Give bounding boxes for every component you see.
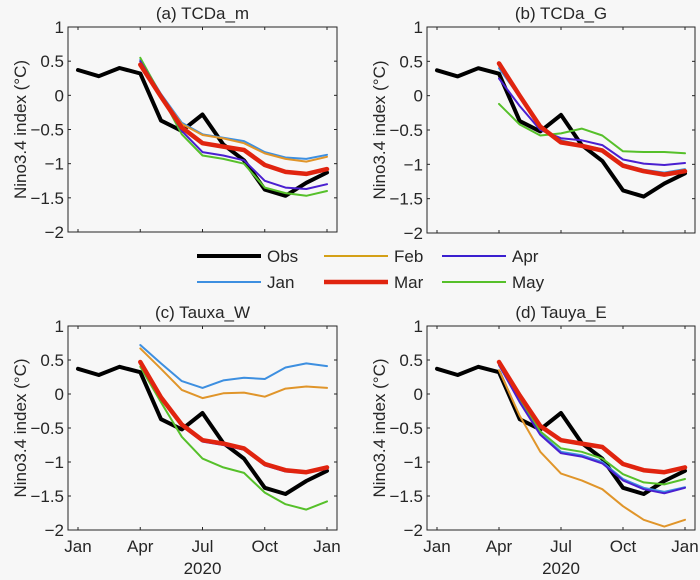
plot-area bbox=[67, 325, 338, 531]
y-tick-label: 0.5 bbox=[40, 52, 64, 71]
y-axis-label: Nino3.4 index (°C) bbox=[11, 60, 30, 199]
x-tick-label: Jul bbox=[550, 537, 572, 556]
series-line-may bbox=[498, 362, 686, 486]
x-tick-label: Oct bbox=[252, 537, 279, 556]
y-tick-label: 0 bbox=[414, 385, 423, 404]
x-axis-label: 2020 bbox=[542, 559, 580, 578]
y-tick-label: 0.5 bbox=[399, 52, 423, 71]
series-group bbox=[76, 56, 330, 198]
legend-label-obs: Obs bbox=[267, 247, 298, 266]
series-line-mar bbox=[138, 359, 330, 475]
x-tick-label: Jan bbox=[64, 537, 91, 556]
y-tick-label: −1.5 bbox=[30, 487, 64, 506]
x-tick-label: Jan bbox=[423, 537, 450, 556]
y-tick-label: 0.5 bbox=[40, 351, 64, 370]
series-line-obs bbox=[435, 66, 687, 199]
x-tick-label: Jan bbox=[671, 537, 698, 556]
series-line-obs bbox=[76, 364, 329, 496]
series-line-feb bbox=[139, 347, 328, 400]
legend-label-jan: Jan bbox=[267, 273, 294, 292]
y-tick-label: −1.5 bbox=[389, 190, 423, 209]
y-tick-label: −0.5 bbox=[30, 419, 64, 438]
y-tick-label: −2 bbox=[404, 224, 423, 243]
legend-label-feb: Feb bbox=[394, 247, 423, 266]
plot-area bbox=[426, 325, 696, 531]
y-tick-label: −2 bbox=[45, 223, 64, 242]
x-tick-label: Oct bbox=[610, 537, 637, 556]
y-tick-label: 0 bbox=[414, 87, 423, 106]
y-tick-label: 1 bbox=[55, 18, 64, 37]
y-tick-label: 0 bbox=[55, 86, 64, 105]
y-tick-label: −1 bbox=[404, 453, 423, 472]
legend-label-may: May bbox=[512, 273, 545, 292]
series-line-apr bbox=[498, 77, 686, 166]
series-line-apr bbox=[498, 363, 686, 495]
legend-label-apr: Apr bbox=[512, 247, 539, 266]
chart-title: (a) TCDa_m bbox=[156, 4, 249, 23]
series-line-may bbox=[498, 102, 686, 155]
series-line-mar bbox=[496, 359, 688, 475]
series-line-obs bbox=[435, 364, 687, 496]
y-tick-label: −1.5 bbox=[389, 487, 423, 506]
series-line-obs bbox=[76, 66, 329, 198]
x-tick-label: Apr bbox=[127, 537, 154, 556]
panel-b: (b) TCDa_G 1 0.5 0 −0.5 −1 −1.5 −2 Nino3.4 index… bbox=[370, 4, 696, 243]
y-tick-label: 0 bbox=[55, 385, 64, 404]
y-axis-label: Nino3.4 index (°C) bbox=[11, 358, 30, 497]
x-tick-label: Jul bbox=[192, 537, 214, 556]
chart-title: (b) TCDa_G bbox=[515, 4, 607, 23]
y-tick-label: −0.5 bbox=[389, 419, 423, 438]
series-group bbox=[435, 61, 688, 199]
series-line-mar bbox=[138, 62, 330, 177]
y-tick-label: −1 bbox=[45, 453, 64, 472]
y-tick-label: 1 bbox=[55, 317, 64, 336]
x-axis-label: 2020 bbox=[184, 559, 222, 578]
y-tick-label: −2 bbox=[404, 521, 423, 540]
y-axis-label: Nino3.4 index (°C) bbox=[370, 60, 389, 199]
plot-area bbox=[67, 26, 338, 233]
plot-area bbox=[426, 26, 696, 234]
y-axis-label: Nino3.4 index (°C) bbox=[370, 358, 389, 497]
series-line-mar bbox=[496, 61, 688, 177]
series-line-jan bbox=[139, 344, 328, 389]
y-tick-label: −1 bbox=[45, 155, 64, 174]
legend-label-mar: Mar bbox=[394, 273, 424, 292]
series-line-feb bbox=[498, 369, 686, 528]
y-tick-label: −0.5 bbox=[389, 121, 423, 140]
y-tick-label: 1 bbox=[414, 18, 423, 37]
y-tick-label: −2 bbox=[45, 521, 64, 540]
chart-title: (c) Tauxa_W bbox=[155, 303, 250, 322]
x-tick-label: Jan bbox=[313, 537, 340, 556]
y-tick-label: −0.5 bbox=[30, 121, 64, 140]
chart-title: (d) Tauya_E bbox=[515, 303, 606, 322]
y-tick-label: 1 bbox=[414, 317, 423, 336]
series-group bbox=[435, 359, 688, 528]
y-tick-label: 0.5 bbox=[399, 351, 423, 370]
y-tick-label: −1.5 bbox=[30, 189, 64, 208]
panel-a: (a) TCDa_m 1 0.5 0 −0.5 −1 −1.5 −2 Nino3.4 index… bbox=[11, 4, 338, 242]
x-tick-label: Apr bbox=[486, 537, 513, 556]
y-tick-label: −1 bbox=[404, 155, 423, 174]
series-group bbox=[76, 344, 330, 511]
series-line-may bbox=[139, 365, 328, 511]
legend: Obs Feb Apr Jan Mar May bbox=[197, 247, 545, 292]
